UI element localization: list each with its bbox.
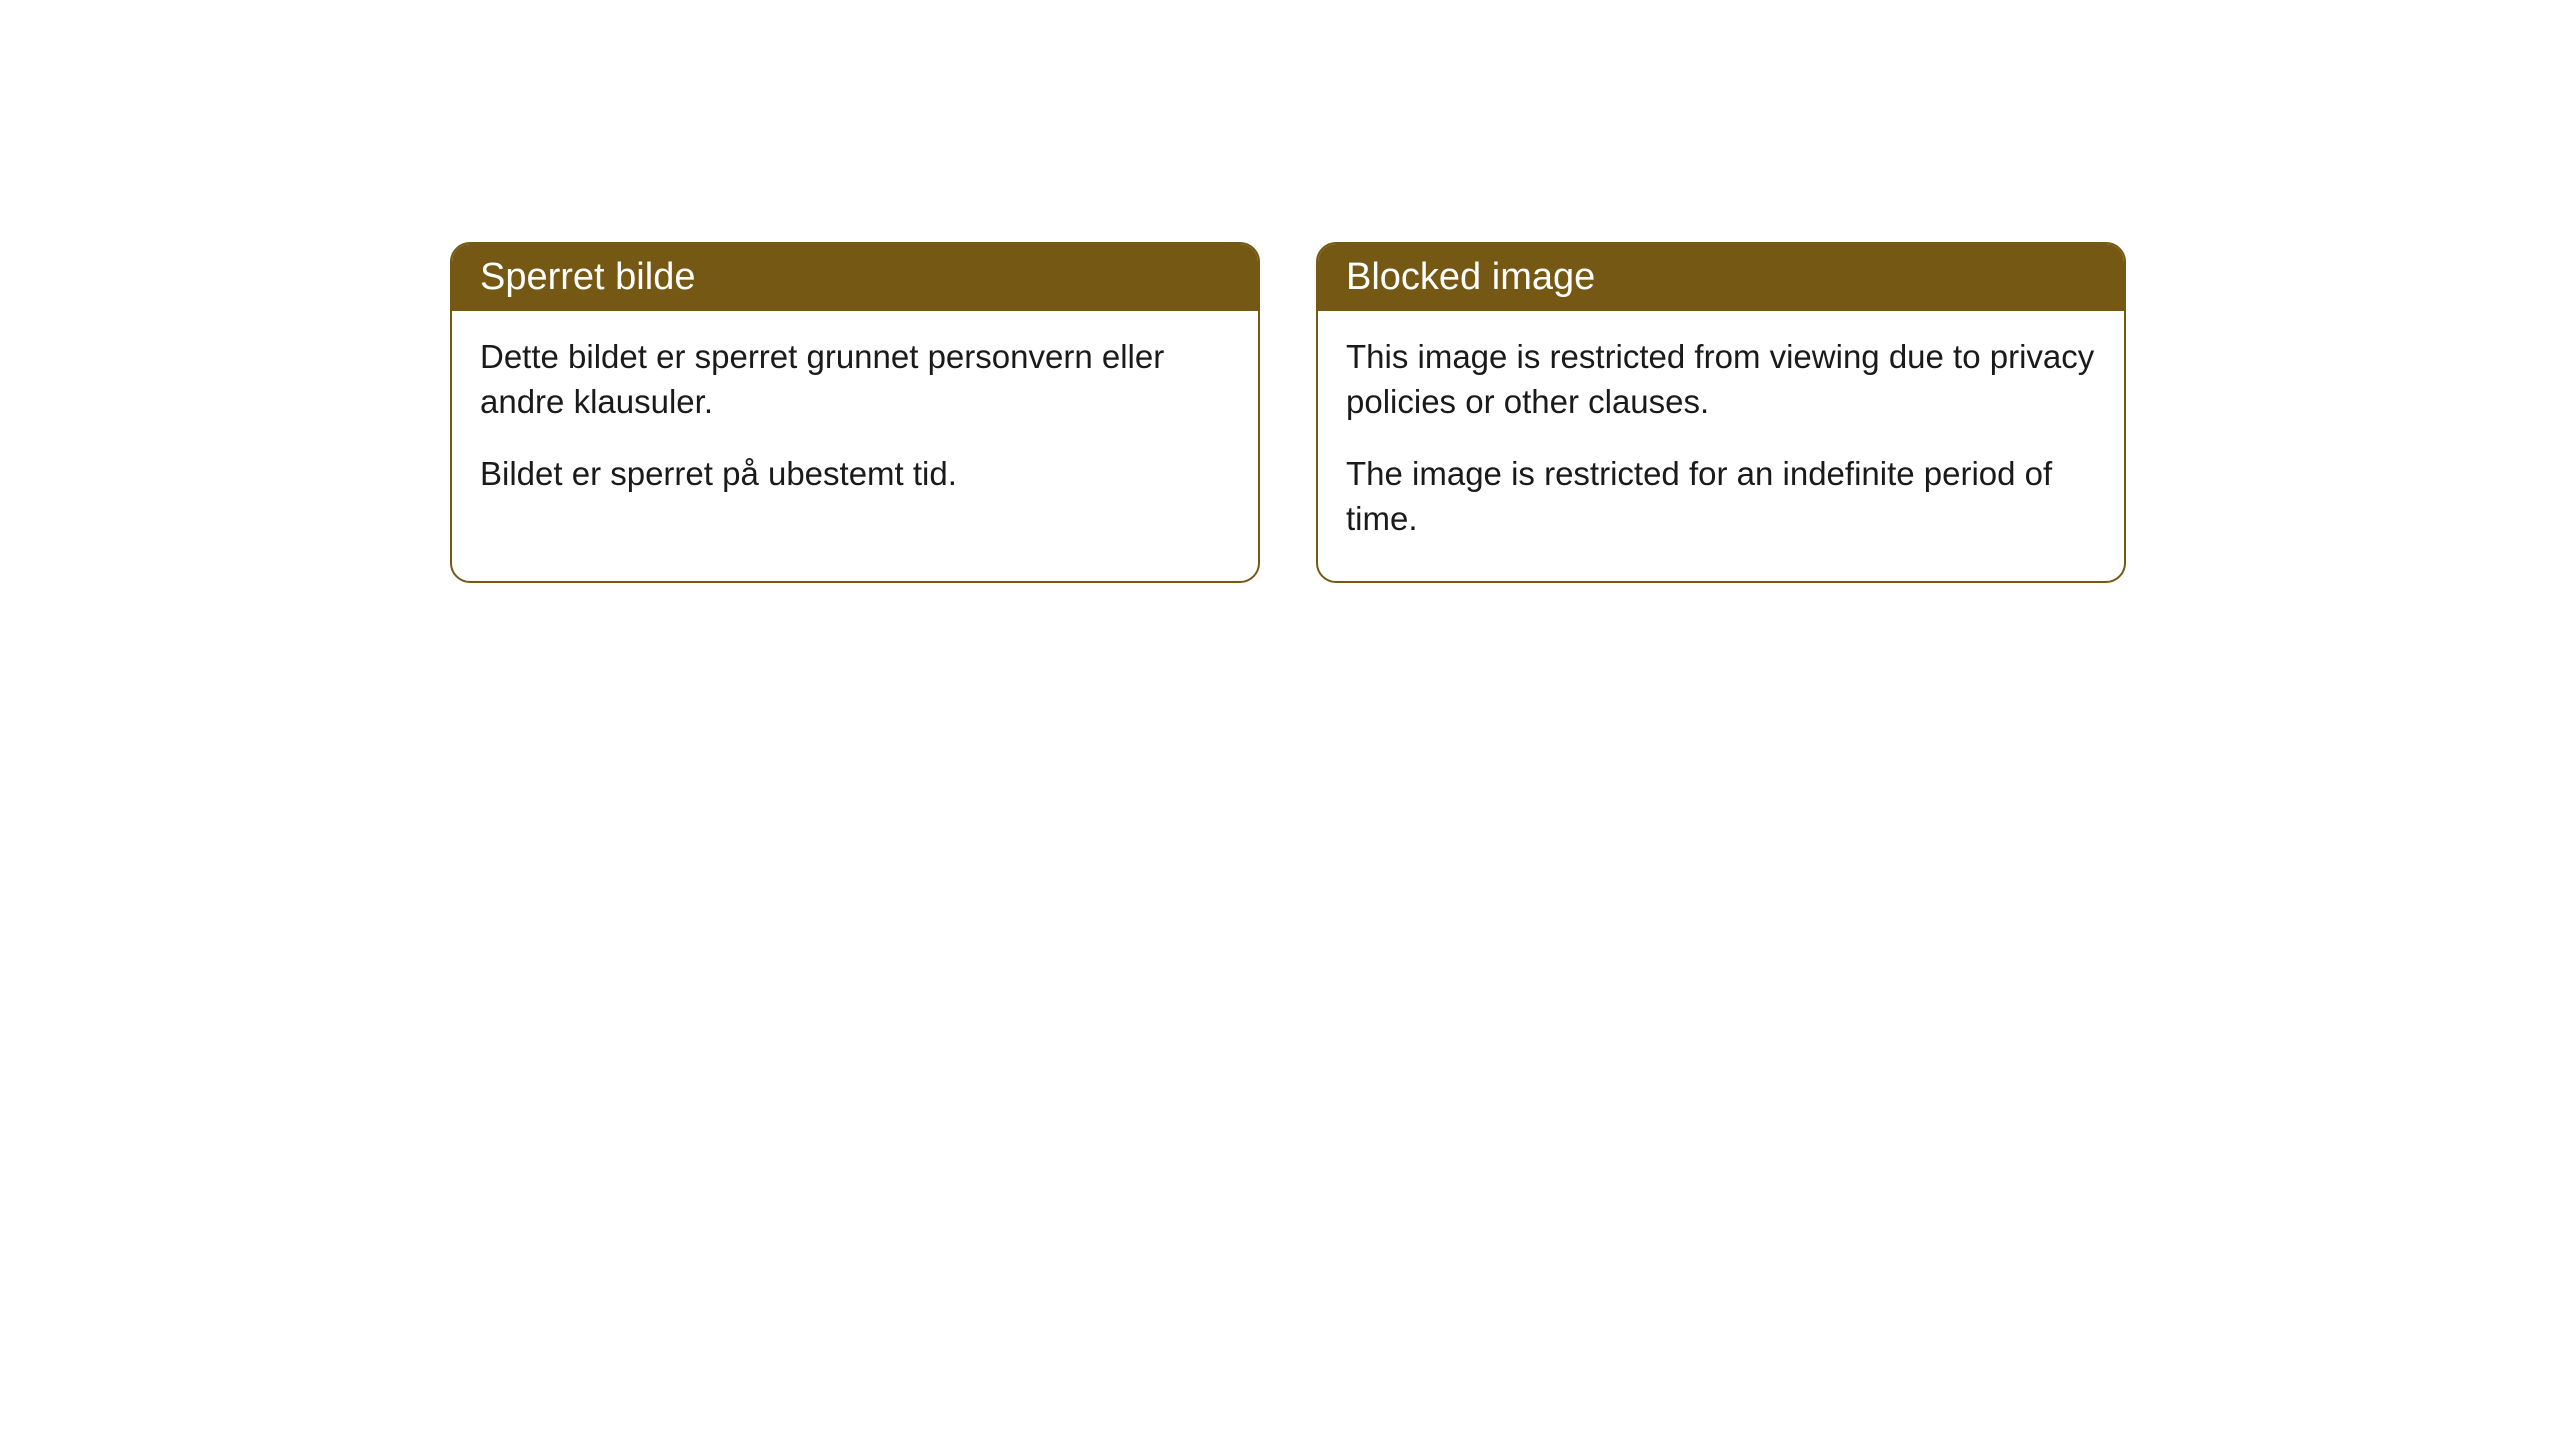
card-body-english: This image is restricted from viewing du…	[1318, 311, 2124, 581]
card-header-english: Blocked image	[1318, 244, 2124, 311]
card-paragraph-2-english: The image is restricted for an indefinit…	[1346, 452, 2096, 541]
card-header-norwegian: Sperret bilde	[452, 244, 1258, 311]
card-paragraph-1-norwegian: Dette bildet er sperret grunnet personve…	[480, 335, 1230, 424]
blocked-image-card-norwegian: Sperret bilde Dette bildet er sperret gr…	[450, 242, 1260, 583]
card-body-norwegian: Dette bildet er sperret grunnet personve…	[452, 311, 1258, 537]
card-paragraph-1-english: This image is restricted from viewing du…	[1346, 335, 2096, 424]
card-paragraph-2-norwegian: Bildet er sperret på ubestemt tid.	[480, 452, 1230, 497]
cards-container: Sperret bilde Dette bildet er sperret gr…	[0, 0, 2560, 583]
blocked-image-card-english: Blocked image This image is restricted f…	[1316, 242, 2126, 583]
